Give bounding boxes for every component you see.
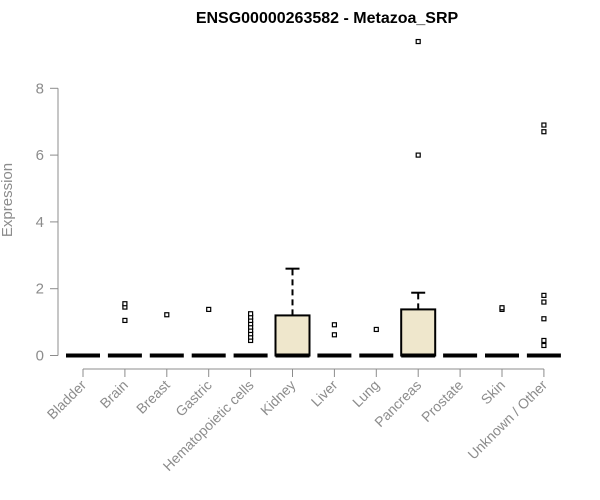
x-tick-label: Pancreas xyxy=(371,377,424,430)
box-pancreas xyxy=(400,38,437,358)
x-tick-label: Prostate xyxy=(418,377,466,425)
x-tick-label: Skin xyxy=(478,377,509,408)
y-axis: 0 2 4 6 8 xyxy=(36,80,59,365)
box-kidney xyxy=(274,267,311,358)
x-tick-label: Unknown / Other xyxy=(464,377,550,463)
box-unknown-other xyxy=(526,122,561,358)
box-rect xyxy=(400,308,437,357)
outlier-point xyxy=(499,305,505,311)
outlier-point xyxy=(373,326,379,333)
outlier-point xyxy=(541,292,547,298)
y-tick-label: 8 xyxy=(36,80,44,97)
x-tick-label: Breast xyxy=(133,377,173,417)
box-gastric xyxy=(191,306,226,358)
outlier-point xyxy=(415,152,421,158)
x-tick-label: Liver xyxy=(308,377,341,410)
outlier-point xyxy=(331,322,337,328)
box-skin xyxy=(485,305,519,358)
box-lung xyxy=(359,326,394,358)
x-tick-label: Kidney xyxy=(257,377,299,419)
box-rect xyxy=(274,314,311,357)
outlier-point xyxy=(164,312,170,318)
y-tick-label: 6 xyxy=(36,147,44,164)
y-axis-label: Expression xyxy=(0,163,16,237)
outlier-point xyxy=(248,311,254,317)
x-tick-label: Lung xyxy=(349,377,382,410)
outlier-point xyxy=(541,342,547,349)
box-brain xyxy=(107,301,142,358)
outlier-point xyxy=(415,38,421,45)
box-liver xyxy=(317,322,352,358)
y-tick-label: 4 xyxy=(36,214,44,231)
box-breast xyxy=(149,312,184,358)
y-tick-label: 2 xyxy=(36,281,44,298)
box-hematopoietic-cells xyxy=(233,311,268,358)
y-tick-label: 0 xyxy=(36,348,44,365)
outlier-point xyxy=(541,299,547,305)
outlier-point xyxy=(541,129,547,135)
chart-title: ENSG00000263582 - Metazoa_SRP xyxy=(196,10,459,27)
boxes-group xyxy=(66,38,561,358)
outlier-point xyxy=(541,122,547,128)
outlier-point xyxy=(541,316,547,322)
x-tick-label: Bladder xyxy=(44,377,90,423)
outlier-point xyxy=(206,306,212,313)
outlier-point xyxy=(331,332,337,338)
outlier-point xyxy=(122,317,128,324)
outlier-point xyxy=(122,301,128,307)
outlier-point xyxy=(541,337,547,344)
x-tick-label: Brain xyxy=(97,377,131,411)
